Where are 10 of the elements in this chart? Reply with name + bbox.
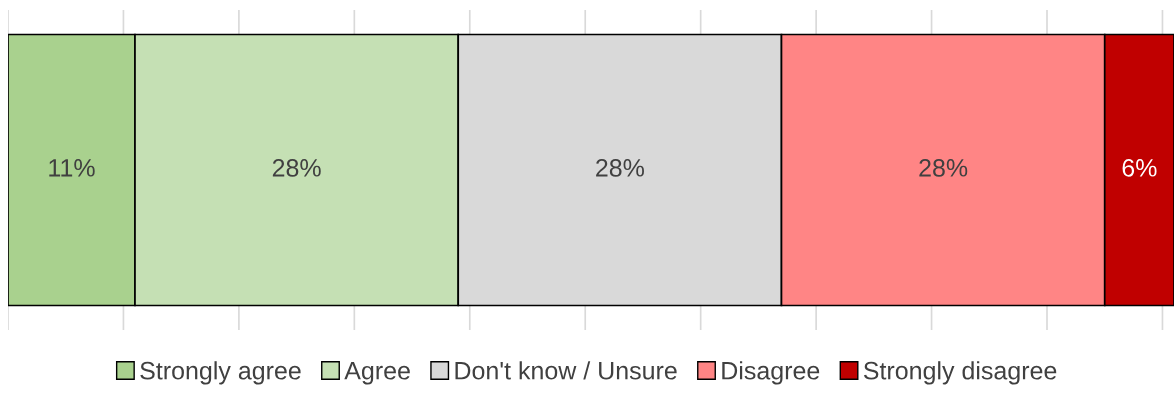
data-label: 28% <box>919 159 968 177</box>
legend-label: Disagree <box>722 361 820 385</box>
legend-label: Don't know / Unsure <box>455 361 677 380</box>
legend-label: Agree <box>344 362 410 385</box>
data-label: 28% <box>272 159 321 177</box>
data-label: 6% <box>1122 159 1157 177</box>
legend-label: Strongly agree <box>140 361 301 385</box>
legend-label: Strongly disagree <box>863 361 1057 385</box>
data-label: 11% <box>49 159 95 177</box>
data-label: 28% <box>596 159 644 177</box>
